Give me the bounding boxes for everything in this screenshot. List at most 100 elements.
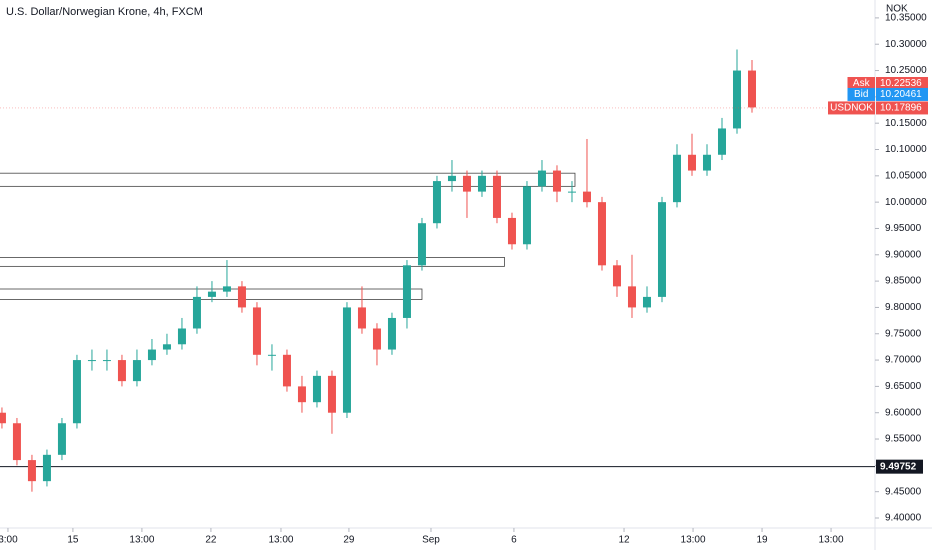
candle-body <box>582 191 591 203</box>
candle-body <box>252 307 261 355</box>
x-tick-label: 13:00 <box>129 535 154 546</box>
x-tick-label: 19 <box>756 535 768 546</box>
y-tick-label: 9.90000 <box>885 249 922 260</box>
candle-body <box>102 360 111 362</box>
hline-price-tag <box>876 459 923 474</box>
candle-body <box>447 175 456 182</box>
candle-body <box>732 70 741 129</box>
y-tick-label: 10.10000 <box>885 144 927 155</box>
x-tick-label: 13:00 <box>268 535 293 546</box>
y-tick-label: 9.60000 <box>885 407 922 418</box>
candle-body <box>312 375 321 403</box>
price-tag <box>876 101 928 115</box>
candle-body <box>612 265 621 287</box>
y-axis-label: NOK <box>886 4 908 15</box>
candle-body <box>342 307 351 413</box>
candle-body <box>627 286 636 308</box>
candle-body <box>132 360 141 382</box>
x-tick-label: 12 <box>618 535 630 546</box>
price-tag-name <box>828 101 875 115</box>
y-tick-label: 10.30000 <box>885 39 927 50</box>
y-tick-label: 10.00000 <box>885 197 927 208</box>
candle-body <box>597 202 606 266</box>
y-tick-label: 10.25000 <box>885 65 927 76</box>
price-tag-name-text: USDNOK <box>830 103 873 114</box>
x-tick-label: 13:00 <box>819 535 844 546</box>
y-tick-label: 9.45000 <box>885 486 922 497</box>
x-tick-label: 6 <box>511 535 517 546</box>
candle-body <box>522 186 531 245</box>
price-tag-text: 10.22536 <box>880 78 922 89</box>
y-tick-label: 9.75000 <box>885 328 922 339</box>
candle-body <box>462 175 471 192</box>
candle-body <box>642 296 651 308</box>
y-tick-label: 9.65000 <box>885 381 922 392</box>
candle-body <box>267 354 276 356</box>
candle-body <box>387 317 396 350</box>
y-tick-label: 10.05000 <box>885 170 927 181</box>
zone <box>0 257 505 267</box>
zone <box>0 172 576 187</box>
x-tick-label: 29 <box>343 535 355 546</box>
x-tick-label: 13:00 <box>681 535 706 546</box>
candle-body <box>432 181 441 224</box>
x-tick-label: 15 <box>67 535 79 546</box>
price-tag-text: 10.17896 <box>880 103 922 114</box>
candle-body <box>297 386 306 403</box>
candle-body <box>27 460 36 482</box>
y-tick-label: 9.40000 <box>885 513 922 524</box>
candle-body <box>537 170 546 187</box>
y-tick-label: 9.70000 <box>885 355 922 366</box>
candle-body <box>237 286 246 308</box>
candle-body <box>57 423 66 455</box>
candle-body <box>87 360 96 362</box>
candle-body <box>162 344 171 350</box>
price-tag-text: 10.20461 <box>880 89 922 100</box>
x-tick-label: Sep <box>422 535 440 546</box>
candle-body <box>507 217 516 245</box>
candle-body <box>702 154 711 171</box>
price-tag-name-text: Bid <box>854 89 868 100</box>
x-tick-label: 22 <box>205 535 217 546</box>
candle-body <box>192 296 201 329</box>
candle-body <box>42 454 51 482</box>
candle-body <box>282 354 291 387</box>
price-tag <box>876 87 928 101</box>
candle-body <box>492 175 501 218</box>
price-tag <box>876 77 928 91</box>
candle-body <box>147 349 156 361</box>
candle-body <box>327 375 336 413</box>
candle-body <box>657 202 666 297</box>
candle-body <box>357 307 366 329</box>
price-tag-name <box>847 87 875 101</box>
candle-body <box>672 154 681 203</box>
candle-body <box>687 154 696 171</box>
zone <box>0 288 423 300</box>
candle-body <box>477 175 486 192</box>
candle-body <box>0 412 6 424</box>
price-tag-name-text: Ask <box>853 78 871 89</box>
candle-body <box>372 328 381 350</box>
x-tick-label: 3:00 <box>0 535 18 546</box>
candle-body <box>717 128 726 155</box>
chart-title: U.S. Dollar/Norwegian Krone, 4h, FXCM <box>6 6 203 18</box>
y-tick-label: 9.95000 <box>885 223 922 234</box>
y-tick-label: 10.15000 <box>885 118 927 129</box>
y-tick-label: 9.80000 <box>885 302 922 313</box>
candle-body <box>117 360 126 382</box>
y-tick-label: 9.55000 <box>885 434 922 445</box>
y-tick-label: 10.35000 <box>885 13 927 24</box>
candle-body <box>402 265 411 318</box>
candle-body <box>177 328 186 345</box>
price-tag-name <box>847 77 875 91</box>
candle-body <box>552 170 561 192</box>
candle-body <box>72 360 81 424</box>
hline-price-label: 9.49752 <box>880 461 917 472</box>
candle-body <box>207 291 216 297</box>
candle-body <box>417 223 426 266</box>
candle-body <box>567 191 576 193</box>
candle-body <box>222 286 231 292</box>
y-tick-label: 9.85000 <box>885 276 922 287</box>
